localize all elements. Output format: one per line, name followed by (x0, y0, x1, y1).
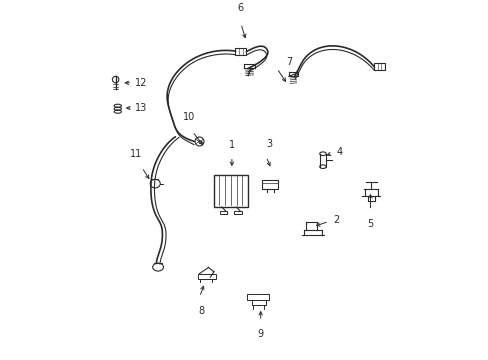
Bar (197, 274, 215, 279)
Bar (235, 48, 246, 55)
Ellipse shape (152, 263, 163, 271)
Text: 13: 13 (135, 103, 147, 113)
Ellipse shape (195, 137, 203, 146)
Text: 8: 8 (198, 306, 204, 316)
Text: 4: 4 (336, 147, 342, 157)
Text: 1: 1 (228, 140, 234, 150)
Bar (262, 180, 278, 189)
Bar (234, 211, 241, 214)
Ellipse shape (319, 152, 325, 156)
Bar (220, 211, 227, 214)
Text: 9: 9 (257, 329, 263, 339)
Text: 3: 3 (266, 139, 272, 149)
Text: 2: 2 (333, 215, 339, 225)
Ellipse shape (319, 165, 325, 168)
Text: 10: 10 (182, 112, 194, 122)
Text: 11: 11 (130, 149, 142, 159)
Text: 7: 7 (285, 57, 291, 67)
Bar (373, 63, 384, 70)
Text: 5: 5 (366, 219, 373, 229)
FancyBboxPatch shape (213, 175, 247, 207)
Bar (247, 294, 268, 300)
Text: 12: 12 (134, 78, 147, 88)
Ellipse shape (150, 179, 160, 188)
Text: 6: 6 (237, 3, 244, 13)
Bar (251, 300, 265, 305)
